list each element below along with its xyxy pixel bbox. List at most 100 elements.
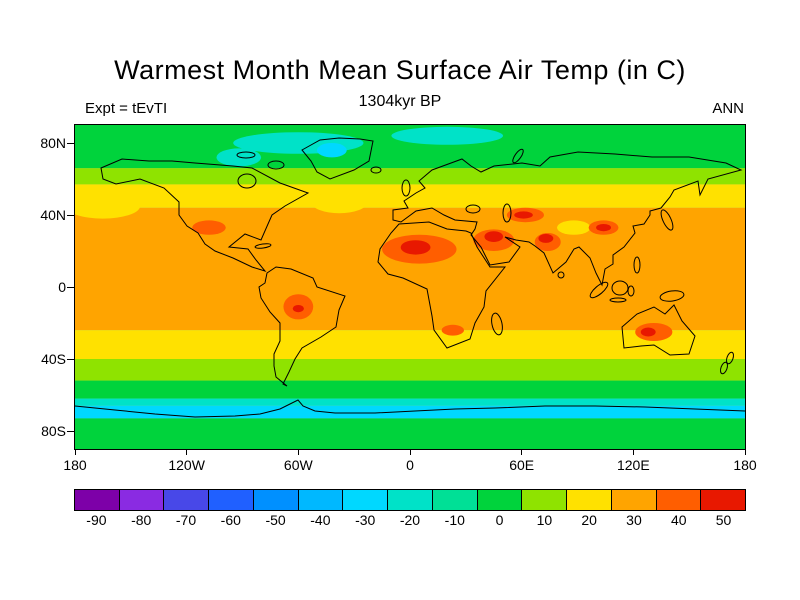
north-atlantic-cool	[311, 191, 368, 214]
india-hot-core	[538, 233, 554, 243]
colorbar-box	[477, 490, 523, 510]
coastline-north-america	[100, 158, 310, 272]
black-sea	[465, 204, 481, 214]
zonal-band	[75, 380, 745, 399]
baffin-island	[267, 160, 285, 170]
novaya-zemlya	[512, 148, 524, 164]
britain	[401, 179, 411, 197]
zonal-band	[75, 184, 745, 208]
lat-tick-mark	[67, 286, 74, 288]
colorbar-label: -70	[175, 512, 197, 528]
lat-tick-label: 80S	[41, 423, 66, 439]
colorbar-box	[164, 490, 210, 510]
zonal-band	[75, 330, 745, 359]
coastline-south-america	[258, 266, 346, 387]
java	[609, 297, 627, 303]
lon-tick-label: 180	[63, 457, 87, 473]
colorbar-labels: -90 -80 -70 -60 -50 -40 -30 -20 -10 0 10 20 30 40 50	[74, 512, 746, 528]
zonal-band	[75, 418, 745, 449]
lat-tick-mark	[67, 214, 74, 216]
lat-tick-mark	[67, 358, 74, 360]
colorbar-box	[432, 490, 478, 510]
lon-tick-mark	[297, 449, 299, 455]
tibet-cool	[557, 220, 591, 235]
sri-lanka	[557, 271, 565, 279]
lon-tick-label: 60W	[283, 457, 313, 473]
australia-hot-core	[640, 327, 656, 337]
colorbar-label: 10	[536, 512, 553, 528]
sulawesi	[627, 285, 635, 297]
zonal-band	[75, 207, 745, 331]
regional-temperature-anomalies	[75, 126, 673, 341]
lon-tick-mark	[74, 449, 76, 455]
colorbar-box	[75, 490, 120, 510]
plot-subtitle: 1304kyr BP	[358, 93, 442, 110]
colorbar-box	[298, 490, 344, 510]
lat-tick-label: 40S	[41, 351, 66, 367]
coastline-antarctica	[75, 399, 745, 418]
zonal-band	[75, 405, 745, 419]
lon-tick-label: 180	[733, 457, 757, 473]
colorbar-label: 20	[581, 512, 597, 528]
new-guinea	[659, 290, 685, 302]
new-zealand-south	[720, 361, 728, 375]
world-temperature-map	[75, 125, 745, 449]
lon-tick-label: 120E	[616, 457, 650, 473]
iceland	[370, 166, 382, 174]
lon-tick-mark	[409, 449, 411, 455]
borneo	[611, 280, 629, 296]
madagascar	[491, 312, 503, 336]
north-america-warm	[192, 220, 226, 235]
colorbar-label: -60	[220, 512, 241, 528]
colorbar-label: -50	[265, 512, 286, 528]
south-america-hot-core	[292, 305, 304, 313]
zonal-band	[75, 168, 745, 185]
map-frame	[74, 124, 746, 450]
sahara-hot-core	[400, 240, 431, 255]
lon-tick-mark	[186, 449, 188, 455]
lat-tick-mark	[67, 142, 74, 144]
colorbar-label: -30	[355, 512, 376, 528]
caspian-sea	[502, 203, 512, 223]
lon-tick-label: 0	[406, 457, 414, 473]
colorbar-box	[522, 490, 568, 510]
colorbar-box	[119, 490, 165, 510]
hudson-bay	[237, 173, 257, 189]
arabia-hot-core	[484, 231, 504, 242]
coastlines	[75, 137, 745, 418]
cuba	[254, 243, 272, 249]
coastline-eurasia	[392, 151, 743, 287]
zonal-band	[75, 398, 745, 406]
colorbar-box	[388, 490, 433, 510]
zonal-band	[75, 359, 745, 381]
lat-tick-label: 0	[58, 279, 66, 295]
colorbar-box	[611, 490, 657, 510]
lon-tick-mark	[632, 449, 634, 455]
experiment-label: Expt = tEvTI	[85, 100, 168, 117]
zonal-temperature-bands	[75, 125, 745, 449]
colorbar-box	[656, 490, 702, 510]
east-asia-hot-core	[596, 224, 611, 232]
philippines	[633, 256, 641, 274]
lon-tick-label: 60E	[509, 457, 535, 473]
lat-tick-label: 40N	[40, 207, 66, 223]
japan	[660, 209, 674, 231]
coastline-greenland	[301, 137, 374, 180]
southern-africa-warm	[441, 324, 464, 336]
colorbar-label: -40	[310, 512, 331, 528]
colorbar-label: 50	[715, 512, 732, 528]
colorbar-box	[567, 490, 612, 510]
north-pacific-cool	[75, 193, 141, 219]
colorbar-label: 40	[670, 512, 687, 528]
arctic-ocean-teal	[391, 126, 504, 145]
colorbar-label: 0	[495, 512, 504, 528]
new-zealand-north	[726, 351, 734, 365]
lon-tick-mark	[744, 449, 746, 455]
lon-tick-mark	[521, 449, 523, 455]
central-asia-hot-core	[514, 211, 533, 219]
greenland-cyan	[316, 143, 347, 158]
lat-tick-mark	[67, 430, 74, 432]
plot-title: Warmest Month Mean Surface Air Temp (in …	[114, 55, 686, 85]
colorbar-box	[701, 490, 746, 510]
